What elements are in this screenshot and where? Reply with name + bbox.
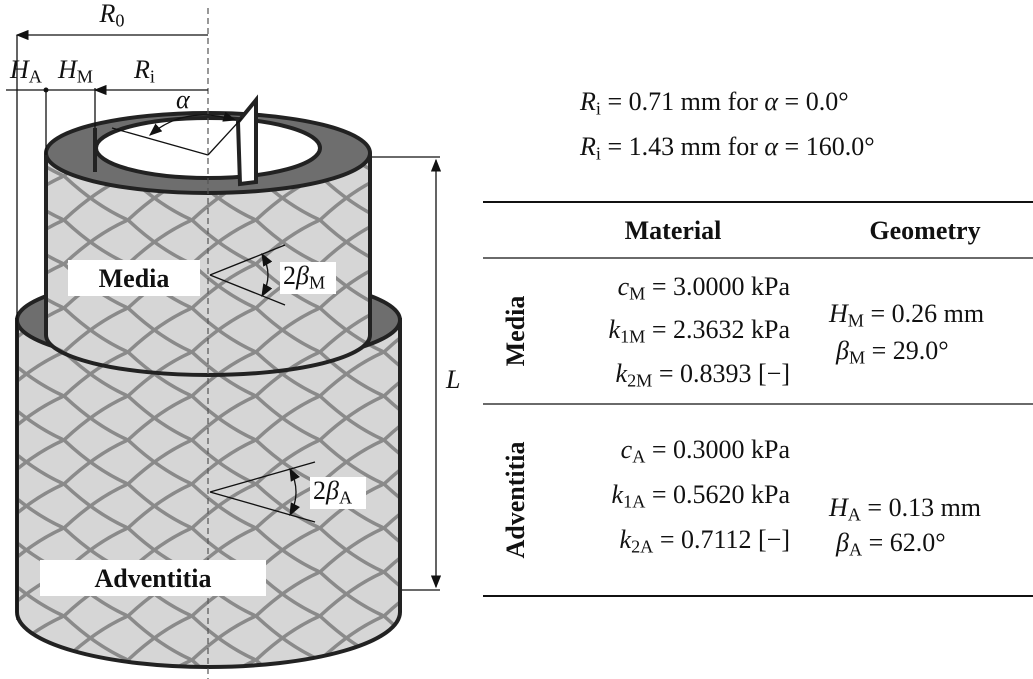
layer-label: Adventitia <box>95 564 212 593</box>
math-text: = 3.0000 kPa <box>645 272 790 301</box>
math-text: H <box>57 55 78 84</box>
math-text: β <box>325 476 339 505</box>
page: Media Adventitia R0 HA HM Ri α L 2βM 2βA… <box>0 0 1033 679</box>
subscript: 1A <box>623 492 645 512</box>
math-text: H <box>828 493 849 522</box>
table-cell: k2M = 0.8393 [−] <box>616 359 790 391</box>
ha-label: HA <box>9 55 42 87</box>
math-text: R <box>133 55 150 84</box>
subscript: 2A <box>631 537 653 557</box>
ri-label: Ri <box>133 55 155 87</box>
subscript: A <box>29 67 42 87</box>
subscript: M <box>848 311 864 331</box>
table-cell: HM = 0.26 mm <box>828 299 984 331</box>
math-text: = 0.26 mm <box>864 299 984 328</box>
l-label: L <box>445 365 460 394</box>
layer-label: Media <box>99 264 170 293</box>
table-cell: k2A = 0.7112 [−] <box>620 525 790 557</box>
table-cell: k1M = 2.3632 kPa <box>609 315 791 347</box>
row-label: Media <box>501 296 530 367</box>
equation: Ri = 0.71 mm for α = 0.0° <box>579 87 849 119</box>
subscript: A <box>848 505 861 525</box>
subscript: 1M <box>620 327 645 347</box>
math-text: = 0.5620 kPa <box>645 480 790 509</box>
subscript: M <box>77 67 93 87</box>
math-text: = 0.13 mm <box>861 493 981 522</box>
math-text: R <box>579 132 596 161</box>
math-text: R <box>579 87 596 116</box>
math-text: c <box>618 272 630 301</box>
table-cell: HA = 0.13 mm <box>828 493 981 525</box>
math-text: = 62.0° <box>862 528 946 557</box>
subscript: M <box>849 348 865 368</box>
subscript: A <box>632 447 645 467</box>
math-text: β <box>835 336 849 365</box>
math-text: k <box>616 359 628 388</box>
math-text: L <box>445 365 460 394</box>
math-text: = 1.43 mm for <box>601 132 764 161</box>
subscript: 2M <box>627 371 652 391</box>
table-cell: cA = 0.3000 kPa <box>621 435 791 467</box>
math-text: H <box>828 299 849 328</box>
math-text: k <box>609 315 621 344</box>
table-cell: k1A = 0.5620 kPa <box>612 480 791 512</box>
math-text: H <box>9 55 30 84</box>
math-text: = 160.0° <box>778 132 875 161</box>
math-text: = 0.8393 [−] <box>652 359 790 388</box>
math-text: β <box>295 261 309 290</box>
subscript: M <box>309 273 325 293</box>
table-cell: βM = 29.0° <box>835 336 949 368</box>
table-cell: βA = 62.0° <box>835 528 946 560</box>
math-text: = 0.7112 [−] <box>653 525 790 554</box>
math-text: β <box>835 528 849 557</box>
math-text: c <box>621 435 633 464</box>
math-text: α <box>176 85 191 114</box>
math-text: = 0.3000 kPa <box>645 435 790 464</box>
subscript: A <box>849 540 862 560</box>
math-text: k <box>620 525 632 554</box>
math-text: = 2.3632 kPa <box>645 315 790 344</box>
math-text: 2 <box>313 476 326 505</box>
math-text: = 0.0° <box>778 87 849 116</box>
math-text: k <box>612 480 624 509</box>
math-text: R <box>99 0 116 28</box>
table-header: Material <box>625 216 722 245</box>
subscript: M <box>629 284 645 304</box>
math-text: = 0.71 mm for <box>601 87 764 116</box>
r0-label: R0 <box>99 0 125 31</box>
subscript: 0 <box>115 11 124 31</box>
subscript: i <box>150 67 155 87</box>
math-text: 2 <box>283 261 296 290</box>
subscript: A <box>339 488 352 508</box>
row-label: Adventitia <box>501 442 530 559</box>
equation: Ri = 1.43 mm for α = 160.0° <box>579 132 875 164</box>
table-header: Geometry <box>869 216 980 245</box>
dot <box>44 88 49 93</box>
table-cell: cM = 3.0000 kPa <box>618 272 791 304</box>
hm-label: HM <box>57 55 93 87</box>
math-text: = 29.0° <box>865 336 949 365</box>
alpha-label: α <box>176 85 191 114</box>
